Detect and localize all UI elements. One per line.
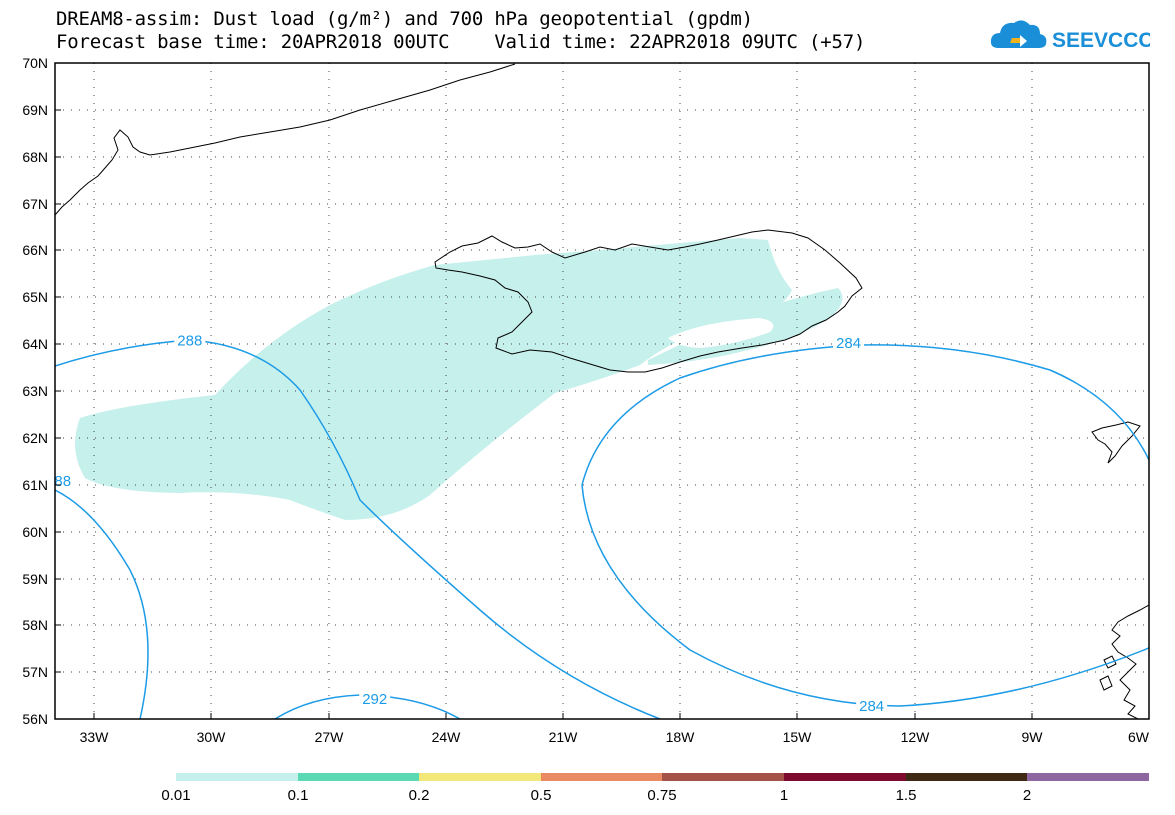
lat-label: 58N — [22, 617, 48, 633]
lat-label: 63N — [22, 383, 48, 399]
contour-label: 284 — [859, 698, 884, 715]
coastlines — [55, 63, 1149, 719]
contour-label-bg — [856, 695, 888, 713]
lon-label: 24W — [432, 729, 462, 745]
colorbar-segment — [662, 773, 784, 781]
scotland-coast — [1111, 604, 1149, 719]
lat-label: 68N — [22, 149, 48, 165]
colorbar-label: 1 — [779, 787, 789, 804]
map-plot: 288 88 292 284 284 70N 69N 68N 67N 66N 65N 6… — [22, 55, 1150, 745]
lat-label: 60N — [22, 524, 48, 540]
colorbar-segment — [541, 773, 662, 781]
contour-label: 284 — [836, 335, 861, 352]
contour-284 — [581, 344, 1149, 707]
lat-label: 57N — [22, 664, 48, 680]
chart-title-line1: DREAM8-assim: Dust load (g/m²) and 700 h… — [56, 8, 753, 30]
faroe-islands — [1091, 421, 1141, 464]
lon-label: 18W — [666, 729, 696, 745]
contour-label: 288 — [177, 332, 202, 349]
colorbar-label: 0.1 — [287, 787, 309, 804]
contour-label-bg — [174, 330, 206, 348]
lon-label: 33W — [80, 729, 110, 745]
lat-label: 61N — [22, 477, 48, 493]
lat-label: 70N — [22, 55, 48, 71]
lat-label: 67N — [22, 196, 48, 212]
cloud-icon: SEEVCCC — [990, 20, 1154, 52]
colorbar-label: 0.01 — [161, 787, 191, 804]
contour-label-bg — [833, 332, 865, 350]
lat-label: 59N — [22, 571, 48, 587]
colorbar-segment — [176, 773, 298, 781]
colorbar-label: 0.5 — [530, 787, 552, 804]
lon-label: 15W — [783, 729, 813, 745]
colorbar-segment — [1027, 773, 1149, 781]
colorbar-label: 1.5 — [895, 787, 917, 804]
colorbar-segment — [906, 773, 1027, 781]
colorbar-segment — [784, 773, 906, 781]
lon-label: 30W — [197, 729, 227, 745]
colorbar-label: 0.75 — [647, 787, 677, 804]
contour-label-bg — [55, 471, 74, 489]
colorbar-segment — [419, 773, 541, 781]
dust-load-region — [75, 238, 792, 520]
lat-label: 56N — [22, 711, 48, 727]
lon-label: 6W — [1128, 729, 1150, 745]
contour-label: 292 — [362, 691, 387, 708]
seevccc-logo: SEEVCCC — [990, 14, 1154, 60]
colorbar-segment — [298, 773, 419, 781]
contour-label: 88 — [54, 473, 71, 490]
iceland-coast — [434, 229, 863, 373]
lat-label: 65N — [22, 289, 48, 305]
contour-288-west — [55, 489, 149, 719]
lat-label: 62N — [22, 430, 48, 446]
chart-title-line2: Forecast base time: 20APR2018 00UTC Vali… — [56, 31, 866, 53]
logo-text: SEEVCCC — [1052, 29, 1150, 52]
lat-label: 64N — [22, 336, 48, 352]
lon-label: 21W — [549, 729, 579, 745]
colorbar-label: 0.2 — [408, 787, 430, 804]
lon-label: 27W — [315, 729, 345, 745]
tick-marks — [55, 62, 1033, 719]
contour-labels: 288 88 292 284 284 — [54, 330, 888, 715]
contour-label-bg — [359, 688, 391, 706]
lon-label: 12W — [901, 729, 931, 745]
lat-label: 69N — [22, 102, 48, 118]
greenland-coast — [55, 63, 516, 216]
grid-lines — [55, 63, 1149, 719]
lat-label: 66N — [22, 242, 48, 258]
colorbar-label: 2 — [1022, 787, 1032, 804]
lon-label: 9W — [1022, 729, 1044, 745]
